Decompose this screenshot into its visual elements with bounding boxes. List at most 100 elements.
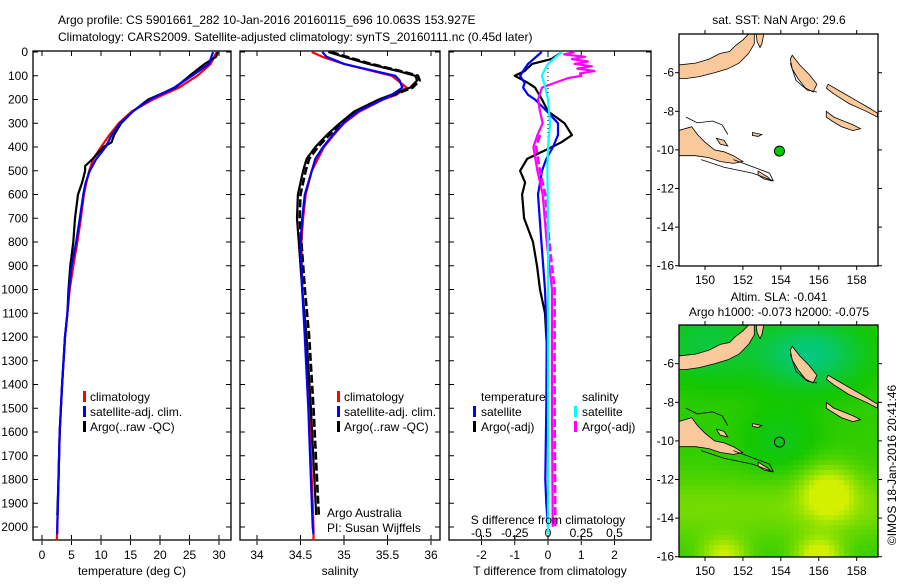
sla-cell: [679, 525, 684, 530]
sla-cell: [809, 400, 814, 405]
sla-cell: [849, 420, 854, 425]
sla-cell: [834, 550, 839, 555]
sla-cell: [684, 415, 689, 420]
sla-cell: [684, 510, 689, 515]
sla-cell: [869, 380, 874, 385]
sla-cell: [749, 510, 754, 515]
legend-title-temperature: temperature: [481, 390, 546, 404]
sla-cell: [719, 330, 724, 335]
sla-cell: [774, 440, 779, 445]
sla-cell: [859, 390, 864, 395]
sla-cell: [794, 530, 799, 535]
sla-cell: [734, 475, 739, 480]
sla-cell: [734, 555, 739, 557]
sla-cell: [839, 340, 844, 345]
sla-cell: [739, 495, 744, 500]
sla-cell: [844, 335, 849, 340]
argo-qc-line: [298, 50, 422, 516]
reef-outline: [789, 62, 817, 93]
sla-cell: [719, 495, 724, 500]
sla-cell: [849, 440, 854, 445]
sla-cell: [684, 375, 689, 380]
sla-cell: [694, 395, 699, 400]
sla-cell: [754, 545, 759, 550]
sla-cell: [824, 325, 829, 330]
s-argo-diff-line: [532, 50, 596, 528]
sla-cell: [804, 525, 809, 530]
difference-frame: [448, 50, 652, 541]
legend-swatch-s-satellite: [574, 406, 577, 417]
sla-cell: [689, 480, 694, 485]
sla-cell: [774, 350, 779, 355]
sla-cell: [849, 350, 854, 355]
sla-cell: [709, 555, 714, 557]
sla-cell: [704, 370, 709, 375]
sla-cell: [814, 415, 819, 420]
sla-cell: [829, 335, 834, 340]
sla-cell: [794, 380, 799, 385]
sla-cell: [739, 485, 744, 490]
sla-cell: [679, 530, 684, 535]
sla-cell: [694, 345, 699, 350]
sla-cell: [714, 405, 719, 410]
sla-cell: [679, 405, 684, 410]
sla-cell: [844, 480, 849, 485]
sla-cell: [844, 365, 849, 370]
sla-cell: [854, 325, 859, 330]
sla-cell: [819, 450, 824, 455]
sla-cell: [699, 480, 704, 485]
sla-cell: [804, 555, 809, 557]
sla-cell: [764, 475, 769, 480]
sla-cell: [694, 545, 699, 550]
sla-cell: [824, 330, 829, 335]
sla-cell: [819, 515, 824, 520]
sla-cell: [769, 485, 774, 490]
sla-cell: [789, 365, 794, 370]
sla-cell: [769, 510, 774, 515]
sla-cell: [834, 515, 839, 520]
sla-cell: [804, 460, 809, 465]
sla-cell: [819, 350, 824, 355]
legend-label: satellite: [582, 405, 623, 419]
sla-cell: [734, 420, 739, 425]
sla-cell: [684, 470, 689, 475]
sla-cell: [704, 550, 709, 555]
sla-cell: [729, 545, 734, 550]
sla-cell: [804, 475, 809, 480]
sla-cell: [789, 330, 794, 335]
sla-cell: [679, 480, 684, 485]
sla-cell: [824, 520, 829, 525]
sla-cell: [714, 550, 719, 555]
sla-cell: [799, 495, 804, 500]
sla-cell: [869, 340, 874, 345]
sla-cell: [769, 460, 774, 465]
sla-cell: [859, 465, 864, 470]
legend-swatch-argo: [337, 421, 340, 432]
sla-cell: [829, 455, 834, 460]
sla-cell: [724, 370, 729, 375]
sla-cell: [824, 355, 829, 360]
sla-cell: [699, 490, 704, 495]
sla-cell: [779, 440, 784, 445]
lon-tick-label: 150: [695, 273, 715, 287]
sla-cell: [739, 365, 744, 370]
sla-cell: [769, 400, 774, 405]
sla-cell: [704, 380, 709, 385]
sla-cell: [779, 540, 784, 545]
sla-cell: [859, 380, 864, 385]
sla-cell: [869, 545, 874, 550]
sla-cell: [844, 345, 849, 350]
sla-cell: [739, 510, 744, 515]
y-tick-label: 0: [21, 45, 28, 59]
sla-cell: [859, 555, 864, 557]
sla-cell: [804, 325, 809, 330]
sla-cell: [784, 445, 789, 450]
sla-cell: [679, 485, 684, 490]
sla-cell: [794, 535, 799, 540]
temperature-panel: 0100200300400500600700800900100011001200…: [1, 45, 232, 562]
sla-cell: [834, 400, 839, 405]
land-polygon: [679, 417, 744, 455]
sla-cell: [694, 380, 699, 385]
sla-cell: [824, 525, 829, 530]
